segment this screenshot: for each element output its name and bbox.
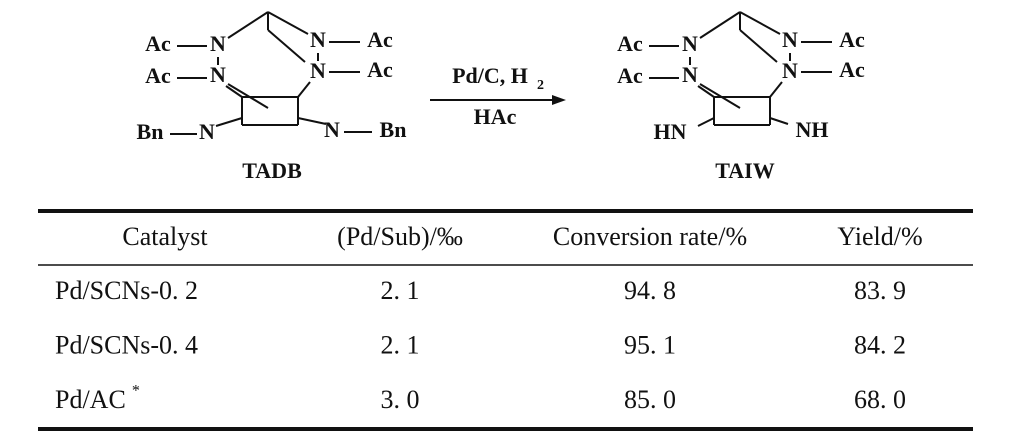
bond: [267, 29, 306, 63]
bond: [297, 81, 311, 98]
reagent-above: Pd/C, H: [452, 63, 528, 88]
atom-label: Bn: [380, 117, 407, 142]
table-cell: 2. 1: [381, 276, 420, 305]
atom-label: Ac: [145, 31, 171, 56]
atom-label: Bn: [137, 119, 164, 144]
atom-label: N: [210, 31, 226, 56]
bond: [699, 11, 741, 39]
table-cell: 84. 2: [854, 330, 906, 359]
bond: [227, 83, 269, 109]
footnote-mark: *: [132, 383, 140, 400]
bond: [697, 117, 715, 127]
table-cell: 68. 0: [854, 385, 906, 414]
bond: [697, 85, 715, 98]
atom-label: Ac: [839, 27, 865, 52]
atom-label: Ac: [367, 27, 393, 52]
table-cell: 3. 0: [381, 385, 420, 414]
atom-label: N: [324, 117, 340, 142]
bond: [225, 85, 243, 98]
reactant-name: TADB: [242, 158, 302, 183]
table-cell: 94. 8: [624, 276, 676, 305]
atom-label: N: [310, 27, 326, 52]
table-cell: Pd/SCNs-0. 4: [55, 330, 198, 359]
bond: [769, 117, 789, 125]
reagent-subscript: 2: [537, 78, 544, 93]
bond: [297, 117, 327, 125]
header-cell: (Pd/Sub)/‰: [337, 222, 463, 251]
header-cell: Yield/%: [837, 222, 922, 251]
table-cell: 95. 1: [624, 330, 676, 359]
bond: [267, 11, 309, 35]
atom-label: N: [682, 31, 698, 56]
table-cell: 85. 0: [624, 385, 676, 414]
atom-label: Ac: [617, 31, 643, 56]
atom-label: N: [210, 62, 226, 87]
bond: [739, 29, 778, 63]
atom-label: N: [199, 119, 215, 144]
bond: [699, 83, 741, 109]
atom-label: N: [310, 58, 326, 83]
atom-label: Ac: [145, 63, 171, 88]
table-cell: 83. 9: [854, 276, 906, 305]
bond: [739, 11, 781, 35]
atom-label: NH: [796, 117, 829, 142]
header-cell: Catalyst: [122, 222, 208, 251]
arrow-head: [552, 95, 566, 105]
atom-label: N: [782, 27, 798, 52]
product-name: TAIW: [715, 158, 775, 183]
header-cell: Conversion rate/%: [553, 222, 747, 251]
atom-label: Ac: [839, 57, 865, 82]
atom-label: N: [682, 62, 698, 87]
bond: [769, 81, 783, 98]
table-cell: Pd/AC: [55, 385, 126, 414]
table-cell: Pd/SCNs-0. 2: [55, 276, 198, 305]
atom-label: Ac: [617, 63, 643, 88]
bond: [227, 11, 269, 39]
atom-label: N: [782, 58, 798, 83]
atom-label: HN: [654, 119, 687, 144]
atom-label: Ac: [367, 57, 393, 82]
bond: [215, 117, 243, 127]
table-cell: 2. 1: [381, 330, 420, 359]
reagent-below: HAc: [474, 104, 517, 129]
